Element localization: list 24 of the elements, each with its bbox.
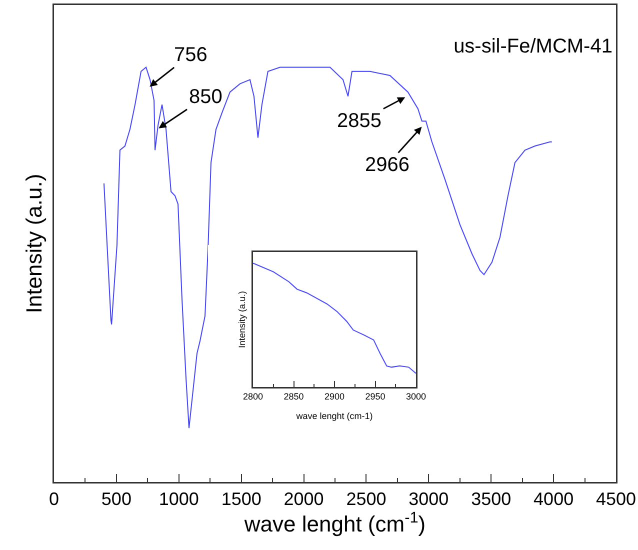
x-tick-label: 1500 <box>221 489 262 510</box>
annotation: 850 <box>189 86 222 108</box>
x-tick-label: 4000 <box>534 489 574 510</box>
x-tick-label: 0 <box>48 489 60 510</box>
x-tick-label: 2950 <box>365 391 386 402</box>
x-tick-label: 2500 <box>346 489 386 510</box>
x-tick-label: 1000 <box>158 489 199 510</box>
chart-title: us-sil-Fe/MCM-41 <box>454 36 612 58</box>
x-axis-title: wave lenght (cm-1) <box>295 410 373 421</box>
x-tick-label: 2000 <box>284 489 324 510</box>
x-axis-title: wave lenght (cm$^{-1}$) <box>243 510 426 537</box>
x-tick-label: 3000 <box>408 489 449 510</box>
annotation: 756 <box>174 44 208 66</box>
x-tick-label: 2800 <box>242 391 264 402</box>
x-tick-label: 3500 <box>471 489 512 510</box>
annotation: 2966 <box>365 154 410 176</box>
annotation: 2855 <box>337 110 382 132</box>
x-tick-label: 2900 <box>324 391 345 402</box>
y-axis-title: Intensity (a.u.) <box>22 174 47 314</box>
x-tick-label: 4500 <box>596 489 636 510</box>
x-tick-label: 500 <box>101 489 132 510</box>
x-tick-label: 3000 <box>406 391 426 402</box>
y-axis-title: Intensity (a.u.) <box>237 290 248 348</box>
x-tick-label: 2850 <box>284 391 304 402</box>
